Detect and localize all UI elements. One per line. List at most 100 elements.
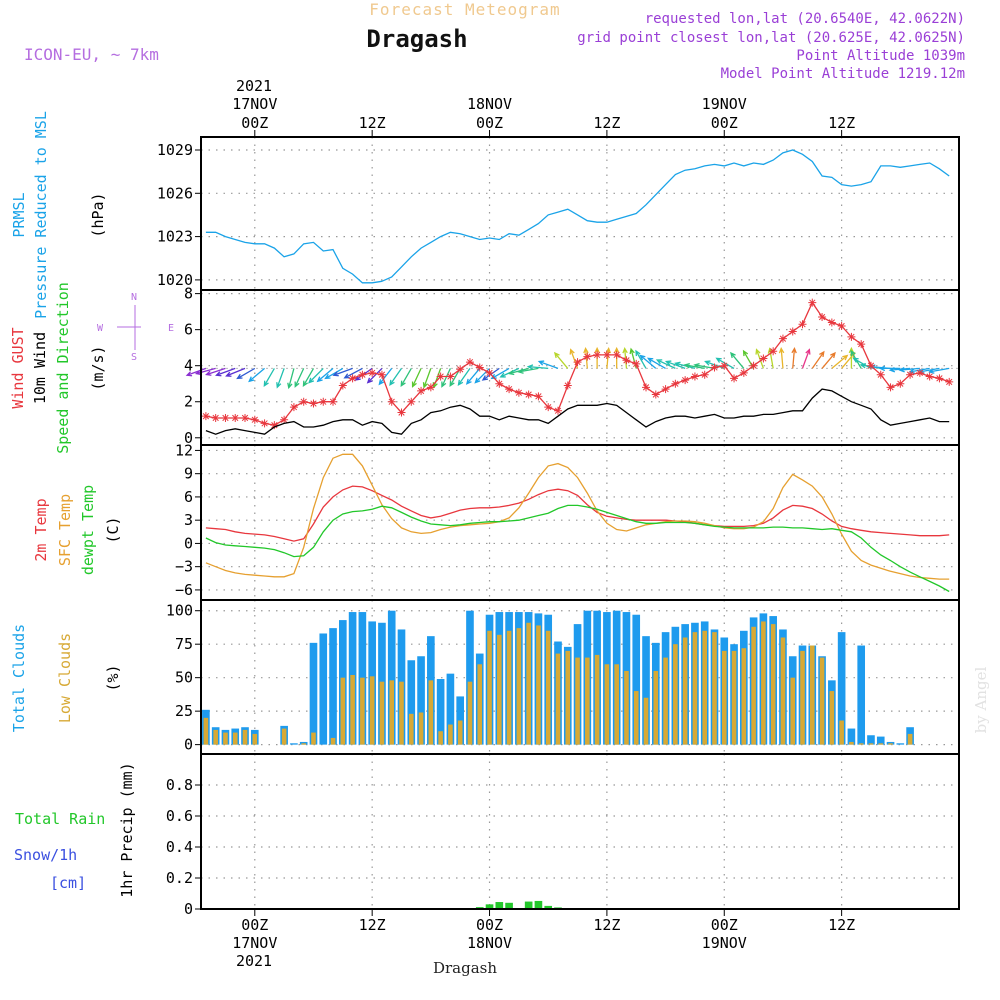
series-line-dewpt-temp	[205, 504, 950, 593]
gust-marker	[309, 399, 318, 408]
snow-unit: [cm]	[50, 874, 86, 892]
gust-marker	[436, 372, 445, 381]
low-cloud-bar	[516, 628, 522, 745]
total-cloud-bar	[876, 736, 885, 745]
precip-panel: 0 0.2 0.4 0.6 0.8	[166, 753, 960, 918]
gust-label: Wind GUST	[9, 327, 27, 408]
wind-arrow	[517, 367, 539, 374]
low-cloud-bar	[633, 691, 639, 745]
credit: by Angel	[972, 666, 990, 733]
gust-marker	[201, 412, 210, 421]
gust-marker	[642, 383, 651, 392]
low-cloud-bar	[800, 650, 805, 745]
total-cloud-bar	[319, 633, 328, 745]
wind-arrow	[622, 346, 628, 369]
gust-marker	[612, 350, 621, 359]
low-cloud-bar	[751, 626, 756, 745]
low-cloud-bar	[418, 712, 424, 745]
ytick-label: 0	[184, 736, 193, 754]
gust-marker	[387, 397, 396, 406]
series-line-10m-wind	[205, 388, 950, 435]
wind-arrow	[778, 346, 785, 369]
total-cloud-bar	[329, 628, 337, 745]
total-cloud-bar	[632, 614, 641, 745]
top-time-label: 12Z	[359, 114, 386, 132]
low-cloud-bar	[624, 670, 629, 745]
gust-marker	[544, 403, 553, 412]
low-cloud-bar	[526, 622, 531, 745]
ytick-label: 0.4	[166, 838, 193, 856]
wind-arrow	[215, 367, 236, 377]
bottom-time-label: 12Z	[593, 916, 620, 934]
low-cloud-bar	[448, 724, 453, 745]
low-cloud-bar	[301, 743, 306, 745]
wind-arrow	[316, 367, 334, 383]
gust-marker	[211, 413, 220, 422]
bottom-date-label: 17NOV	[232, 934, 277, 952]
gust-marker	[651, 390, 660, 399]
ytick-label: 1023	[157, 228, 193, 246]
gust-marker	[465, 358, 474, 367]
panel-frame	[200, 136, 960, 291]
total-cloud-bar	[837, 632, 846, 745]
ytick-label: 6	[184, 321, 193, 339]
low-clouds-label: Low Clouds	[56, 633, 74, 723]
rain-bar	[495, 902, 504, 909]
total-cloud-bar	[847, 728, 856, 745]
bottom-time-label: 12Z	[359, 916, 386, 934]
gust-marker	[358, 370, 367, 379]
ytick-label: 8	[184, 285, 193, 303]
low-cloud-bar	[741, 648, 747, 745]
t2m-label: 2m Temp	[32, 498, 50, 561]
low-cloud-bar	[223, 732, 228, 745]
clouds-panel: 0 25 50 75 100	[166, 599, 960, 755]
gust-marker	[866, 361, 875, 370]
gust-marker	[231, 413, 240, 422]
gust-marker	[632, 359, 641, 368]
bottom-date-label: 19NOV	[702, 934, 747, 952]
gust-marker	[857, 340, 866, 349]
gust-marker	[808, 298, 817, 307]
wind-arrow	[791, 346, 797, 369]
ytick-label: 100	[166, 602, 193, 620]
point-altitude: Point Altitude 1039m	[796, 48, 965, 64]
gust-marker	[788, 327, 797, 336]
total-cloud-bar	[446, 673, 455, 745]
gust-marker	[671, 379, 680, 388]
gust-marker	[514, 388, 523, 397]
wind-arrow	[308, 367, 324, 384]
low-cloud-bar	[203, 717, 209, 745]
ytick-label: 50	[175, 669, 193, 687]
top-time-label: 12Z	[828, 114, 855, 132]
total-cloud-bar	[466, 610, 474, 745]
gust-marker	[348, 374, 357, 383]
gust-marker	[319, 397, 328, 406]
ytick-label: 4	[184, 357, 193, 375]
gust-marker	[593, 350, 602, 359]
gust-marker	[338, 381, 347, 390]
compass-w: W	[97, 323, 104, 334]
low-cloud-bar	[369, 676, 375, 745]
product-title: Forecast Meteogram	[369, 0, 560, 19]
gust-marker	[241, 413, 250, 422]
low-cloud-bar	[545, 630, 551, 745]
low-cloud-bar	[663, 657, 668, 745]
gust-marker	[945, 377, 954, 386]
speed-dir-label: Speed and Direction	[54, 282, 72, 454]
rain-bar	[524, 901, 533, 909]
low-cloud-bar	[888, 743, 893, 745]
wind-arrow	[287, 368, 295, 390]
ytick-label: 2	[184, 393, 193, 411]
low-cloud-bar	[858, 743, 864, 745]
ytick-label: 0	[184, 534, 193, 552]
gust-marker	[505, 385, 514, 394]
pressure-panel: 1020 1023 1026 1029	[157, 136, 960, 291]
wind-arrow	[888, 367, 911, 373]
total-clouds-label: Total Clouds	[10, 624, 28, 732]
total-cloud-bar	[857, 645, 866, 745]
bottom-time-label: 00Z	[241, 916, 268, 934]
gridpoint-coords: grid point closest lon,lat (20.625E, 42.…	[577, 30, 965, 46]
low-cloud-bar	[585, 657, 590, 745]
gust-marker	[896, 379, 905, 388]
